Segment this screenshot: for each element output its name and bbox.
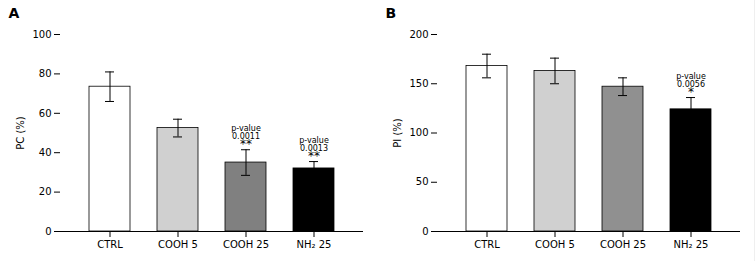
svg-text:COOH 5: COOH 5 [158, 239, 198, 250]
svg-text:PI (%): PI (%) [392, 118, 403, 148]
svg-text:PC (%): PC (%) [15, 116, 26, 150]
svg-text:60: 60 [39, 108, 52, 119]
svg-text:20: 20 [39, 186, 52, 197]
svg-text:p-value0.0011: p-value0.0011 [231, 124, 261, 141]
svg-text:150: 150 [409, 78, 428, 89]
svg-text:NH₂ 25: NH₂ 25 [674, 239, 709, 250]
svg-text:COOH 5: COOH 5 [535, 239, 575, 250]
svg-text:100: 100 [32, 29, 51, 40]
svg-text:COOH 25: COOH 25 [600, 239, 646, 250]
svg-text:CTRL: CTRL [474, 239, 500, 250]
svg-text:0: 0 [45, 226, 51, 237]
svg-text:NH₂ 25: NH₂ 25 [297, 239, 332, 250]
svg-text:B: B [386, 5, 397, 21]
svg-text:40: 40 [39, 147, 52, 158]
svg-text:50: 50 [416, 176, 429, 187]
svg-text:A: A [9, 5, 20, 21]
svg-text:p-value0.0056: p-value0.0056 [676, 72, 706, 89]
svg-text:COOH 25: COOH 25 [223, 239, 269, 250]
svg-text:0: 0 [422, 226, 428, 237]
svg-text:80: 80 [39, 68, 52, 79]
svg-text:p-value0.0013: p-value0.0013 [299, 136, 329, 153]
svg-text:200: 200 [409, 29, 428, 40]
svg-text:100: 100 [409, 127, 428, 138]
svg-text:CTRL: CTRL [97, 239, 123, 250]
